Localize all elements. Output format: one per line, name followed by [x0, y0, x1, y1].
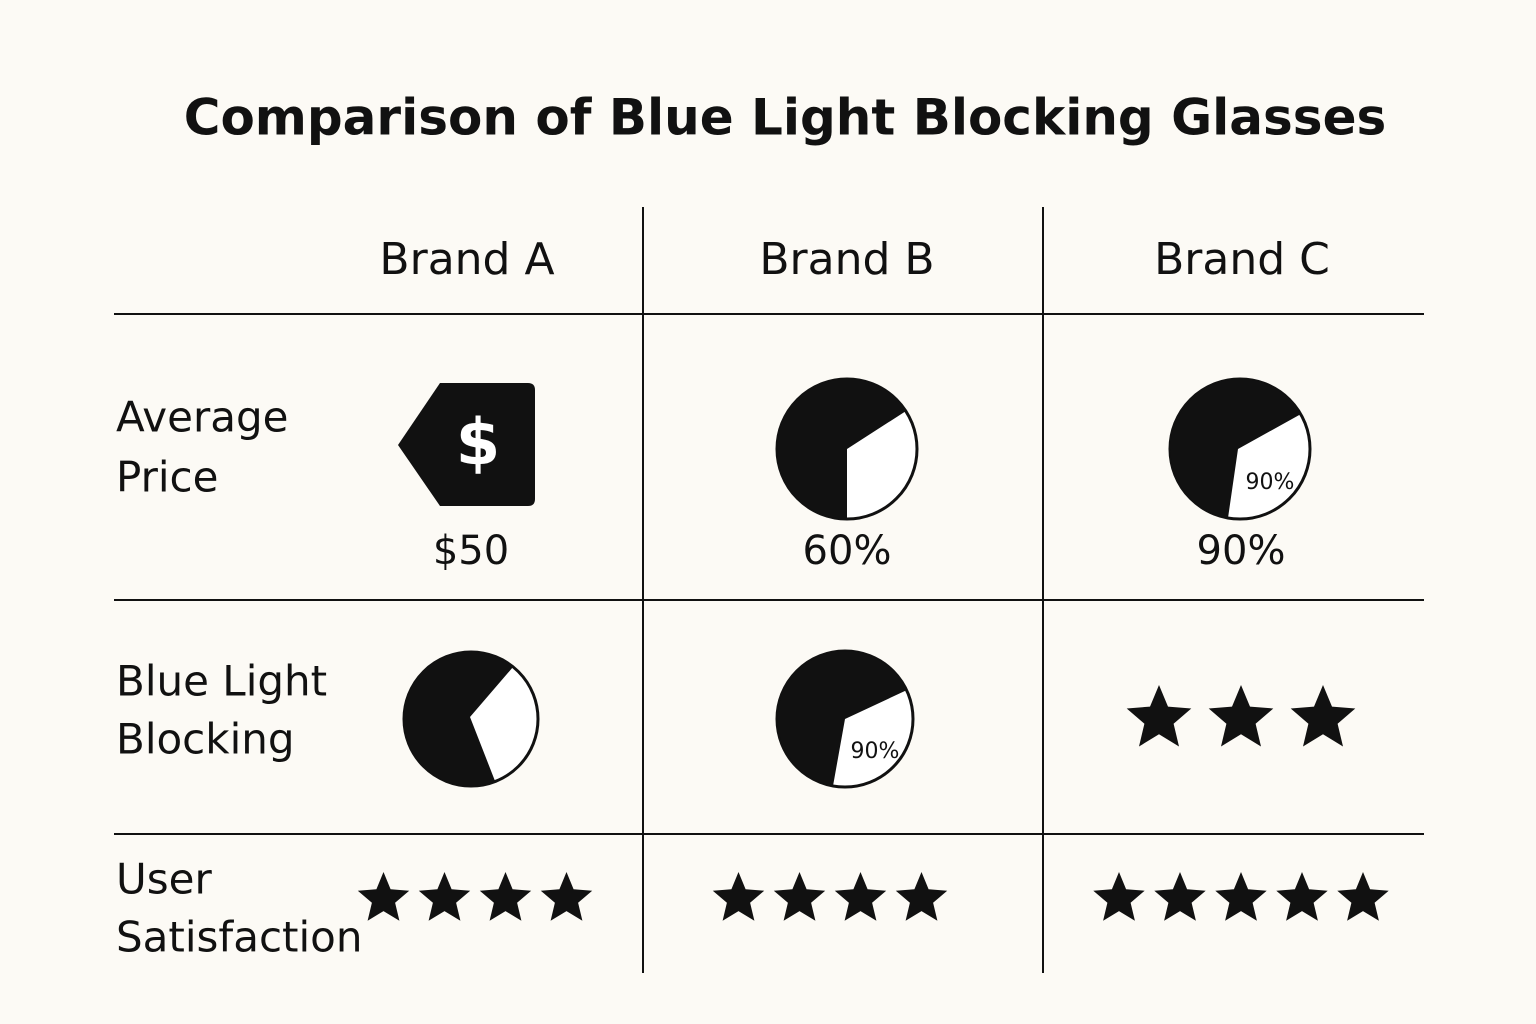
- title: Comparison of Blue Light Blocking Glasse…: [184, 89, 1387, 147]
- star: [540, 872, 593, 921]
- pie-slice: [403, 651, 513, 786]
- cell-value: 90%: [1197, 528, 1286, 574]
- star: [1337, 872, 1389, 921]
- cell-value: $50: [433, 528, 509, 574]
- star: [1093, 872, 1145, 921]
- row-label: Price: [116, 453, 218, 502]
- cell-value: 60%: [803, 528, 892, 574]
- column-header: Brand A: [379, 234, 554, 285]
- row-label: Blocking: [116, 715, 295, 764]
- star: [1290, 685, 1356, 747]
- star: [1208, 685, 1274, 747]
- star: [1215, 872, 1267, 921]
- star: [712, 872, 765, 921]
- pie-slice: [777, 651, 907, 786]
- row-label: Average: [116, 393, 288, 442]
- star: [418, 872, 471, 921]
- pie-label: 90%: [1246, 470, 1295, 495]
- tag-symbol: $: [456, 407, 501, 481]
- pie-slice: [1170, 379, 1301, 518]
- row-label: User: [116, 855, 212, 904]
- price-tag-icon: [398, 383, 535, 506]
- column-header: Brand C: [1154, 234, 1330, 285]
- star: [1276, 872, 1328, 921]
- pie-label: 90%: [851, 739, 900, 764]
- star: [773, 872, 826, 921]
- star: [895, 872, 948, 921]
- row-label: Satisfaction: [116, 913, 362, 962]
- star: [357, 872, 410, 921]
- star: [1154, 872, 1206, 921]
- column-header: Brand B: [759, 234, 934, 285]
- row-label: Blue Light: [116, 657, 327, 706]
- star: [834, 872, 887, 921]
- pie-slice: [777, 379, 906, 519]
- star: [479, 872, 532, 921]
- star: [1126, 685, 1192, 747]
